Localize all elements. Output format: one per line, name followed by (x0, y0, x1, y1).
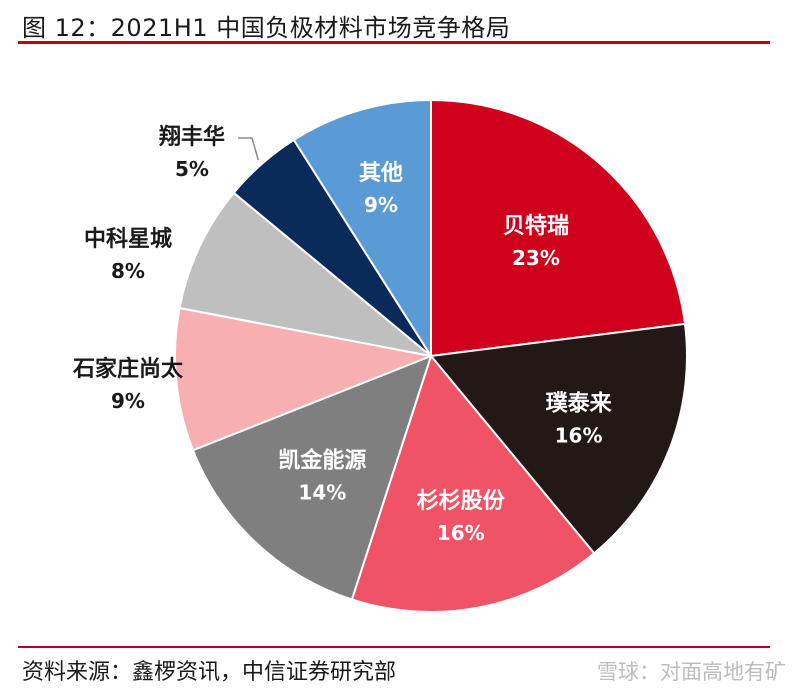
pie-slice-0 (430, 98, 687, 358)
slice-name-label-7: 其他 (359, 161, 403, 186)
slice-value-label-1: 16% (555, 423, 603, 447)
pie-slice-1 (429, 322, 688, 555)
watermark: 雪球：对面高地有矿 (597, 660, 786, 684)
slice-name-label-1: 璞泰来 (546, 391, 613, 416)
source-note: 资料来源：鑫椤资讯，中信证券研究部 (22, 660, 397, 685)
slice-name-label-2: 杉杉股份 (417, 488, 506, 514)
slice-value-label-4: 9% (111, 389, 145, 413)
slice-name-label-0: 贝特瑞 (503, 213, 569, 239)
slice-value-label-2: 16% (437, 521, 485, 545)
slice-value-label-7: 9% (364, 193, 398, 217)
slice-name-label-3: 凯金能源 (278, 448, 366, 474)
slice-name-label-5: 中科星城 (84, 226, 172, 252)
source-rule (18, 646, 770, 648)
slice-value-label-5: 8% (111, 259, 145, 283)
pie-slice-5 (178, 191, 432, 357)
pie-slice-3 (191, 354, 433, 601)
title-rule (18, 41, 770, 44)
pie-slice-4 (174, 306, 435, 452)
leader-line-6 (238, 137, 260, 161)
slice-value-label-3: 14% (298, 481, 346, 505)
slice-value-label-0: 23% (512, 246, 560, 270)
pie-slice-7 (292, 98, 432, 360)
slice-name-label-4: 石家庄尚太 (72, 356, 184, 382)
figure-title: 图 12：2021H1 中国负极材料市场竞争格局 (22, 14, 511, 42)
slice-value-label-6: 5% (175, 157, 209, 181)
slice-name-label-6: 翔丰华 (158, 124, 225, 150)
pie-slice-2 (350, 353, 596, 613)
